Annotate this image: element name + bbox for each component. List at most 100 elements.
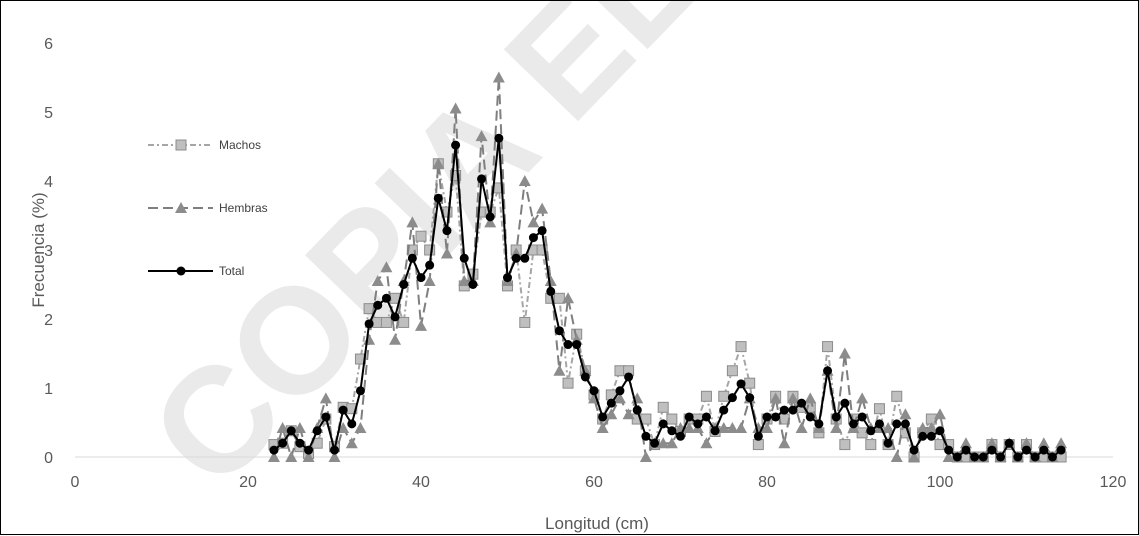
data-point-hembras — [458, 275, 471, 287]
data-point-machos — [450, 169, 462, 181]
data-point-total — [719, 405, 729, 415]
data-point-total — [1030, 452, 1040, 462]
y-tick-label: 3 — [44, 243, 53, 260]
data-point-total — [615, 386, 625, 396]
data-point-total — [1022, 445, 1031, 455]
data-point-total — [485, 212, 495, 222]
data-point-hembras — [838, 347, 851, 359]
x-tick-label: 100 — [927, 474, 954, 491]
data-point-total — [1004, 438, 1014, 448]
data-point-hembras — [769, 392, 782, 404]
data-point-total — [892, 419, 902, 429]
data-point-hembras — [761, 422, 773, 434]
data-point-hembras — [484, 216, 497, 228]
data-point-total — [840, 398, 850, 408]
data-point-hembras — [354, 422, 367, 434]
data-point-machos — [536, 244, 548, 256]
x-tick-label: 60 — [585, 474, 603, 491]
data-point-hembras — [337, 422, 350, 434]
data-point-machos — [424, 244, 436, 256]
data-point-total — [355, 386, 365, 396]
data-point-machos — [519, 316, 531, 328]
data-point-hembras — [665, 437, 678, 449]
data-point-total — [1039, 445, 1049, 455]
data-point-total — [503, 273, 512, 283]
data-point-total — [632, 405, 642, 415]
x-tick-label: 20 — [239, 474, 257, 491]
data-point-total — [407, 253, 417, 263]
data-point-total — [814, 419, 824, 429]
data-point-total — [970, 452, 980, 462]
data-point-hembras — [1020, 437, 1033, 449]
data-point-total — [926, 431, 936, 441]
data-point-total — [347, 419, 357, 429]
data-point-hembras — [345, 437, 358, 449]
data-point-hembras — [276, 422, 289, 434]
data-point-total — [330, 445, 339, 455]
legend-marker — [176, 266, 186, 276]
data-point-hembras — [700, 437, 713, 449]
data-point-hembras — [934, 408, 946, 420]
data-point-machos — [700, 390, 712, 402]
data-point-hembras — [735, 422, 748, 434]
data-point-machos — [380, 316, 392, 328]
x-tick-label: 80 — [758, 474, 776, 491]
data-point-hembras — [432, 157, 445, 169]
data-point-hembras — [596, 422, 609, 434]
data-point-hembras — [726, 422, 739, 434]
data-point-total — [823, 366, 833, 376]
data-point-hembras — [293, 422, 306, 434]
data-point-hembras — [778, 437, 791, 449]
legend-item-machos: Machos — [148, 138, 261, 152]
data-point-hembras — [371, 275, 384, 287]
data-point-total — [278, 438, 288, 448]
data-point-total — [459, 253, 469, 263]
data-point-total — [1056, 445, 1066, 455]
data-point-total — [771, 412, 781, 422]
data-point-hembras — [717, 422, 730, 434]
data-point-total — [304, 445, 314, 455]
data-point-hembras — [440, 247, 453, 259]
data-point-hembras — [1055, 437, 1068, 449]
y-tick-label: 4 — [44, 174, 53, 191]
data-point-hembras — [830, 422, 843, 434]
data-point-total — [952, 452, 962, 462]
data-point-total — [736, 379, 746, 389]
legend-label: Total — [219, 264, 244, 278]
data-point-total — [373, 300, 383, 310]
data-point-total — [710, 426, 720, 436]
data-point-total — [589, 386, 599, 396]
data-point-total — [433, 193, 443, 203]
y-tick-label: 0 — [44, 450, 53, 467]
data-point-total — [269, 445, 279, 455]
data-point-total — [797, 398, 807, 408]
x-axis-title: Longitud (cm) — [545, 514, 649, 533]
data-point-total — [883, 438, 893, 448]
data-point-total — [563, 340, 573, 350]
data-point-total — [762, 412, 772, 422]
data-point-hembras — [899, 408, 912, 420]
data-point-machos — [398, 316, 410, 328]
data-point-hembras — [518, 175, 531, 186]
data-point-total — [701, 412, 711, 422]
legend-label: Machos — [219, 138, 261, 152]
y-tick-label: 2 — [44, 312, 53, 329]
data-point-hembras — [553, 364, 566, 376]
data-point-total — [944, 445, 954, 455]
data-point-total — [364, 319, 374, 329]
data-point-hembras — [925, 422, 938, 434]
data-point-total — [641, 431, 651, 441]
data-point-total — [598, 412, 608, 422]
data-point-total — [338, 405, 348, 415]
data-point-total — [935, 426, 945, 436]
data-point-hembras — [657, 437, 670, 449]
data-point-total — [381, 293, 391, 303]
data-point-machos — [726, 365, 738, 377]
data-point-total — [650, 438, 660, 448]
data-point-total — [805, 412, 815, 422]
chart-legend: Machos Hembras Total — [148, 138, 268, 278]
data-point-total — [978, 452, 988, 462]
data-point-total — [468, 280, 478, 289]
data-point-total — [996, 452, 1006, 462]
data-point-total — [554, 326, 564, 336]
